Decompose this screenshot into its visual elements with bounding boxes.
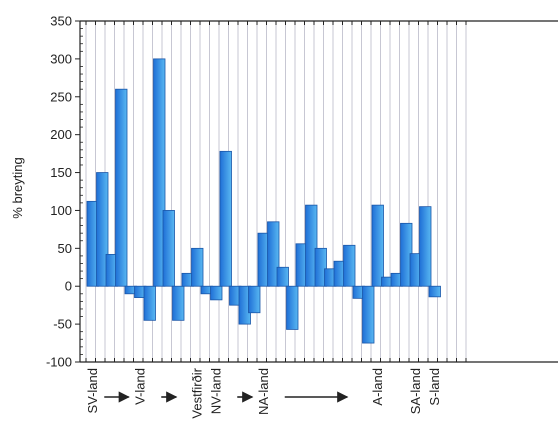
- region-label: Vestfirðir: [189, 367, 204, 418]
- region-label: NA-land: [256, 368, 271, 415]
- bar: [314, 247, 327, 287]
- bar: [210, 285, 223, 301]
- region-label: S-land: [427, 368, 442, 406]
- bar: [343, 244, 356, 287]
- region-label: A-land: [370, 368, 385, 406]
- bar: [267, 221, 280, 287]
- bar: [419, 206, 432, 287]
- axes: [75, 20, 558, 363]
- bar: [153, 58, 166, 287]
- region-label: SV-land: [85, 368, 100, 414]
- bar: [286, 285, 299, 330]
- y-tick-label: 350: [50, 14, 72, 29]
- bar: [115, 88, 128, 287]
- x-region-labels: SV-land V-land Vestfirðir NV-land NA-land A-l…: [85, 367, 442, 418]
- y-tick-label: 0: [65, 279, 72, 294]
- region-label: NV-land: [208, 368, 223, 414]
- y-tick-label: 300: [50, 51, 72, 66]
- region-label: SA-land: [408, 368, 423, 414]
- bar: [371, 204, 384, 287]
- y-tick-label: 50: [58, 241, 72, 256]
- bar: [172, 285, 185, 321]
- y-tick-label: -100: [46, 355, 72, 370]
- region-label: V-land: [132, 368, 147, 405]
- y-tick-label: -50: [53, 317, 72, 332]
- y-tick-labels: 350 300 250 200 150 100 50 0 -50 -100: [46, 14, 72, 370]
- y-tick-label: 100: [50, 203, 72, 218]
- y-axis-title: % breyting: [10, 157, 25, 218]
- y-tick-label: 200: [50, 127, 72, 142]
- bar: [162, 210, 175, 287]
- y-tick-label: 150: [50, 165, 72, 180]
- grid-lines: [85, 21, 467, 362]
- bar: [305, 204, 318, 287]
- bar: [428, 285, 441, 298]
- bar: [96, 172, 109, 287]
- bar: [143, 285, 156, 321]
- bar: [362, 285, 375, 344]
- bar: [191, 247, 204, 287]
- y-tick-label: 250: [50, 89, 72, 104]
- bar: [248, 285, 261, 314]
- bar-series: [86, 58, 441, 344]
- bar: [276, 266, 289, 287]
- bar: [219, 150, 232, 287]
